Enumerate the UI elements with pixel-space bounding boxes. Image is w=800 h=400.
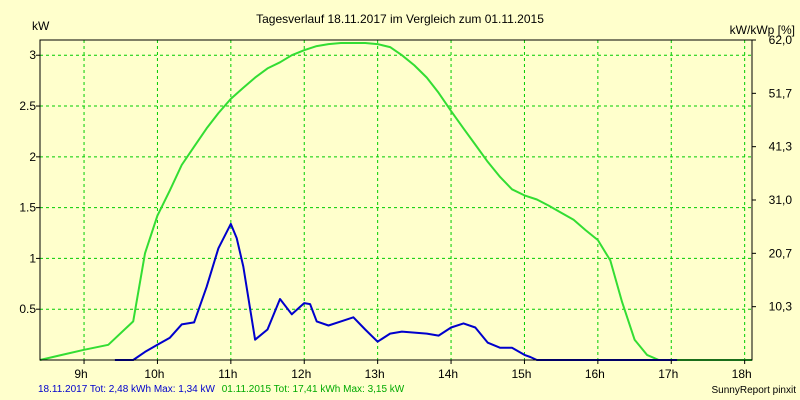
y-tick-label-left: 3 [29,48,36,62]
y-tick-label-right: 31,0 [769,193,793,207]
y-tick-label-right: 41,3 [769,140,793,154]
y-axis-left-label: kW [32,19,50,33]
y-tick-label-left: 2.5 [19,99,36,113]
x-tick-label: 13h [365,367,385,381]
y-tick-label-right: 51,7 [769,86,793,100]
x-tick-label: 9h [74,367,87,381]
y-tick-label-left: 2 [29,150,36,164]
y-tick-label-left: 1 [29,251,36,265]
legend-series-1: 18.11.2017 Tot: 2,48 kWh Max: 1,34 kW [38,384,216,395]
y-tick-label-left: 1.5 [19,201,36,215]
plot-area [40,40,752,360]
x-tick-label: 18h [732,367,752,381]
svg-text:18.11.2017 Tot: 2,48 kWh Max:: 18.11.2017 Tot: 2,48 kWh Max: 1,34 kW 01… [38,384,405,395]
y-tick-label-right: 20,7 [769,246,793,260]
x-tick-label: 10h [144,367,164,381]
x-tick-label: 14h [438,367,458,381]
y-tick-label-left: 0.5 [19,302,36,316]
chart-title: Tagesverlauf 18.11.2017 im Vergleich zum… [256,12,544,26]
x-tick-label: 17h [658,367,678,381]
grid [40,40,752,360]
y-tick-label-right: 62,0 [769,33,793,47]
x-tick-label: 11h [218,367,237,381]
axis-labels: 9h 10h 11h 12h 13h 14h 15h 16h 17h 18h 0.5 1 1.5 2 2.5… [19,33,792,381]
brand-label: SunnyReport pinxit [712,385,797,396]
y-tick-label-right: 10,3 [769,300,793,314]
legend-series-2: 01.11.2015 Tot: 17,41 kWh Max: 3,15 kW [222,384,405,395]
y-axis-right-label: kW/kWp [%] [730,23,795,37]
x-tick-label: 15h [511,367,531,381]
x-tick-label: 12h [291,367,311,381]
series-line [39,42,752,361]
x-tick-label: 16h [585,367,605,381]
